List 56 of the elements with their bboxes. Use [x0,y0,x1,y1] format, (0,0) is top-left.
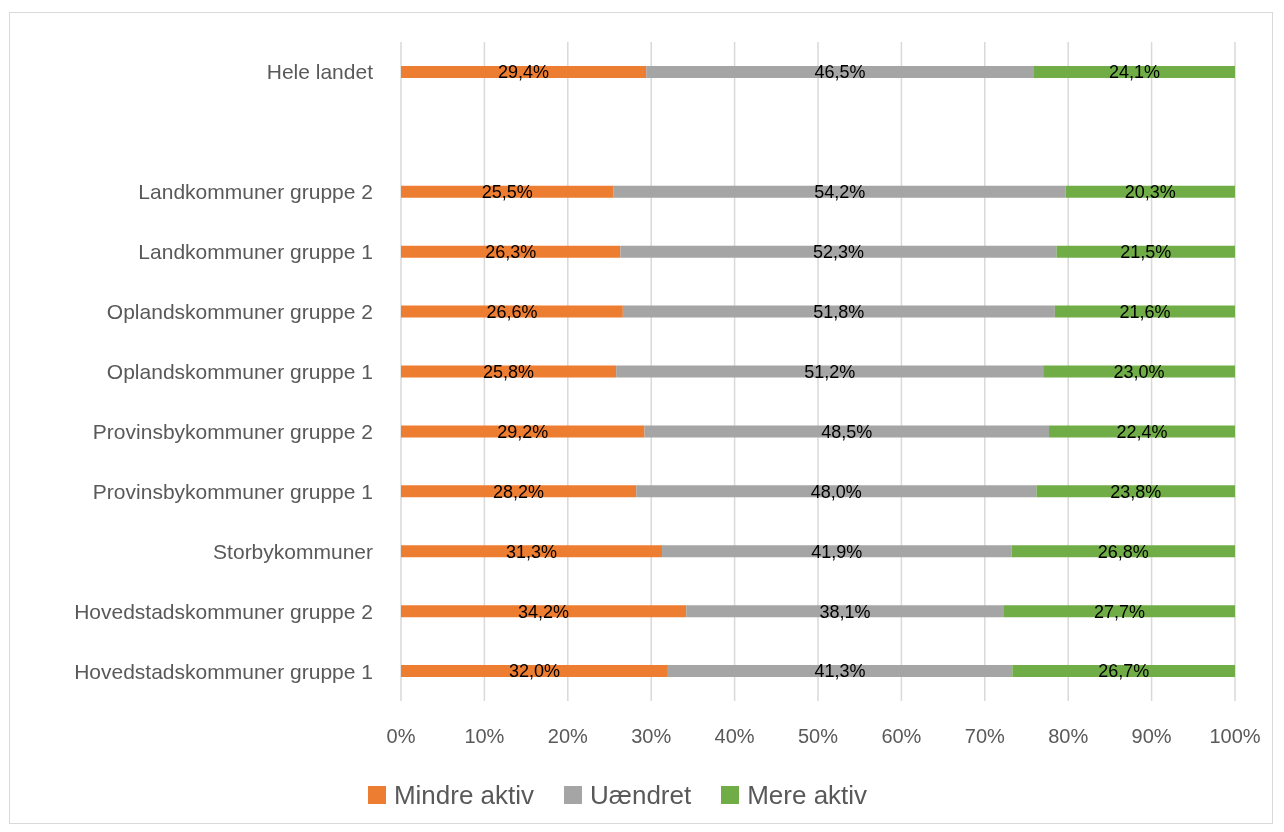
data-label: 24,1% [1108,62,1161,83]
data-label: 48,0% [810,481,862,502]
data-label: 51,8% [813,301,865,322]
data-label: 26,3% [485,242,537,263]
y-tick-label: Provinsbykommuner gruppe 1 [92,479,373,503]
bar [667,665,1013,678]
x-tick-label: 0% [386,725,416,748]
x-tick-label: 70% [964,725,1006,748]
data-label: 54,2% [814,182,866,203]
data-label: 20,3% [1124,182,1176,203]
data-label: 25,8% [483,361,535,382]
x-tick-label: 60% [881,725,922,748]
data-label: 34,2% [518,601,570,622]
y-tick-label: Oplandskommuner gruppe 2 [106,300,373,324]
x-tick-label: 30% [631,725,672,748]
data-label: 29,2% [497,421,549,442]
x-tick-label: 10% [464,725,505,748]
y-tick-label: Landkommuner gruppe 1 [138,240,373,264]
data-label: 27,7% [1093,601,1146,622]
data-label: 41,9% [811,541,863,562]
y-tick-label: Provinsbykommuner gruppe 2 [92,419,373,443]
data-label: 41,3% [814,661,866,682]
data-label: 21,6% [1119,301,1171,322]
data-label: 46,5% [814,62,866,83]
data-label: 48,5% [821,421,873,442]
x-tick-label: 80% [1048,725,1089,748]
x-tick-label: 50% [797,725,839,748]
data-label: 51,2% [804,361,856,382]
data-label: 21,5% [1120,242,1172,263]
data-label: 38,1% [819,601,871,622]
data-label: 26,8% [1097,541,1149,562]
x-tick-label: 100% [1209,725,1261,748]
y-tick-label: Landkommuner gruppe 2 [138,180,373,204]
data-label: 29,4% [498,62,550,83]
data-label: 26,6% [486,301,538,322]
bar [401,665,668,678]
y-tick-label: Hovedstadskommuner gruppe 2 [74,599,373,623]
data-label: 25,5% [481,182,533,203]
legend-label: Mindre aktiv [393,779,535,811]
legend-label: Uændret [590,779,692,811]
x-tick-label: 90% [1131,725,1172,748]
y-tick-label: Oplandskommuner gruppe 1 [106,359,373,383]
data-label: 52,3% [812,242,864,263]
data-label: 23,0% [1113,361,1165,382]
data-label: 26,7% [1098,661,1150,682]
data-label: 32,0% [508,661,560,682]
data-label: 31,3% [506,541,558,562]
data-label: 28,2% [493,481,545,502]
x-tick-label: 20% [547,725,589,748]
data-label: 23,8% [1110,481,1162,502]
y-tick-label: Storbykommuner [213,539,374,563]
legend-label: Mere aktiv [747,779,868,811]
y-tick-label: Hovedstadskommuner gruppe 1 [74,659,373,683]
y-tick-label: Hele landet [266,60,374,84]
data-label: 22,4% [1116,421,1168,442]
x-tick-label: 40% [714,725,755,748]
